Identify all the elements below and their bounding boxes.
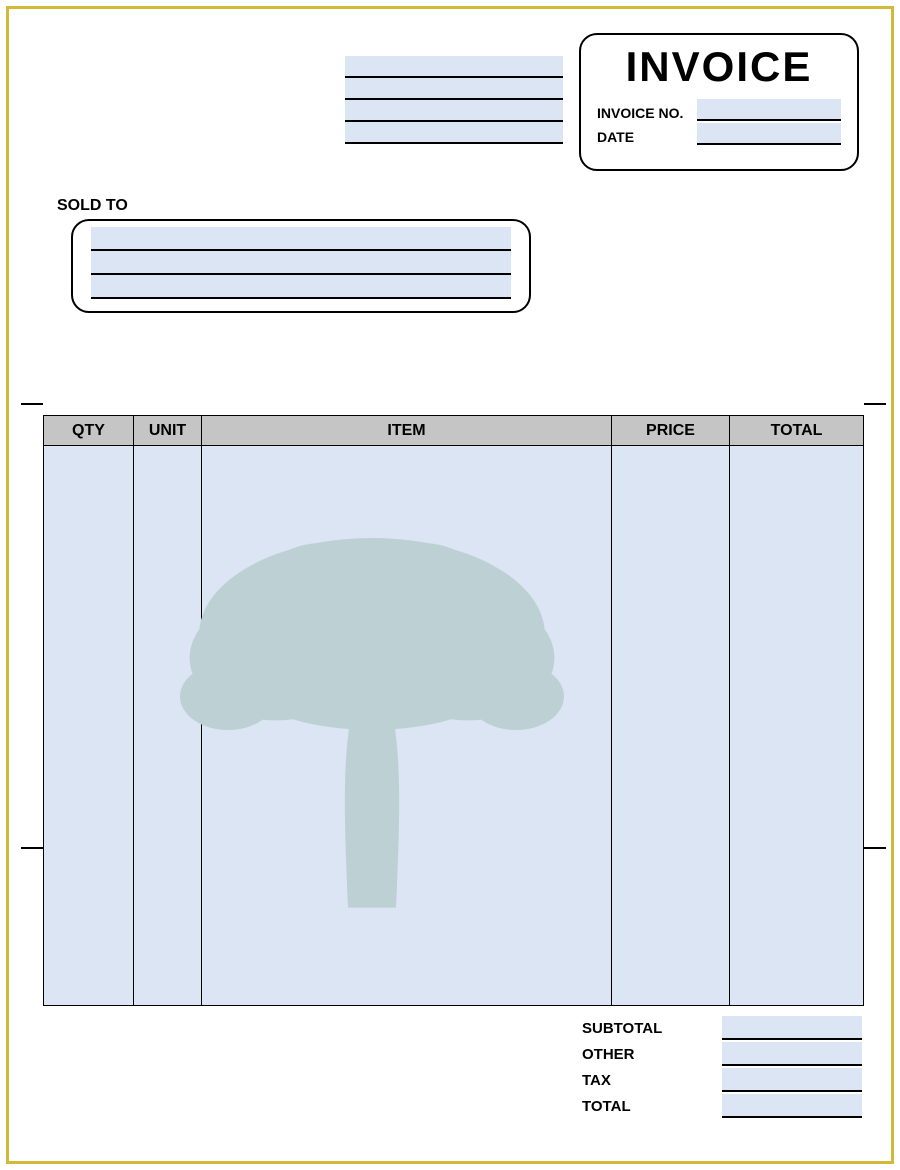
cell-price[interactable] bbox=[612, 446, 730, 1006]
invoice-page-frame: INVOICE INVOICE NO. DATE SOLD TO QTY bbox=[6, 6, 894, 1164]
other-row: OTHER bbox=[582, 1041, 862, 1067]
items-header-row: QTY UNIT ITEM PRICE TOTAL bbox=[44, 416, 864, 446]
sender-line[interactable] bbox=[345, 122, 563, 144]
sold-to-box bbox=[71, 219, 531, 313]
sold-to-label: SOLD TO bbox=[57, 197, 128, 215]
totals-block: SUBTOTAL OTHER TAX TOTAL bbox=[582, 1015, 862, 1119]
subtotal-label: SUBTOTAL bbox=[582, 1020, 722, 1037]
invoice-number-field[interactable] bbox=[697, 99, 841, 121]
sold-to-line[interactable] bbox=[91, 251, 511, 275]
cell-qty[interactable] bbox=[44, 446, 134, 1006]
sender-line[interactable] bbox=[345, 78, 563, 100]
sold-to-line[interactable] bbox=[91, 227, 511, 251]
invoice-date-row: DATE bbox=[597, 121, 841, 145]
invoice-header-box: INVOICE INVOICE NO. DATE bbox=[579, 33, 859, 171]
items-table: QTY UNIT ITEM PRICE TOTAL bbox=[43, 415, 864, 1006]
crop-mark bbox=[864, 403, 886, 405]
col-header-qty: QTY bbox=[44, 416, 134, 446]
subtotal-field[interactable] bbox=[722, 1016, 862, 1040]
invoice-date-field[interactable] bbox=[697, 123, 841, 145]
invoice-date-label: DATE bbox=[597, 129, 697, 145]
col-header-item: ITEM bbox=[202, 416, 612, 446]
total-field[interactable] bbox=[722, 1094, 862, 1118]
sold-to-line[interactable] bbox=[91, 275, 511, 299]
col-header-price: PRICE bbox=[612, 416, 730, 446]
subtotal-row: SUBTOTAL bbox=[582, 1015, 862, 1041]
tax-row: TAX bbox=[582, 1067, 862, 1093]
total-row: TOTAL bbox=[582, 1093, 862, 1119]
other-field[interactable] bbox=[722, 1042, 862, 1066]
tax-label: TAX bbox=[582, 1072, 722, 1089]
cell-total[interactable] bbox=[730, 446, 864, 1006]
col-header-unit: UNIT bbox=[134, 416, 202, 446]
tax-field[interactable] bbox=[722, 1068, 862, 1092]
items-body-row bbox=[44, 446, 864, 1006]
cell-item[interactable] bbox=[202, 446, 612, 1006]
total-label: TOTAL bbox=[582, 1098, 722, 1115]
sender-line[interactable] bbox=[345, 100, 563, 122]
sender-address-block bbox=[345, 56, 563, 144]
invoice-number-row: INVOICE NO. bbox=[597, 97, 841, 121]
invoice-title: INVOICE bbox=[597, 43, 841, 91]
sender-line[interactable] bbox=[345, 56, 563, 78]
cell-unit[interactable] bbox=[134, 446, 202, 1006]
crop-mark bbox=[864, 847, 886, 849]
items-table-wrap: QTY UNIT ITEM PRICE TOTAL bbox=[43, 415, 863, 1006]
tree-watermark-icon bbox=[132, 466, 612, 946]
other-label: OTHER bbox=[582, 1046, 722, 1063]
invoice-number-label: INVOICE NO. bbox=[597, 105, 697, 121]
crop-mark bbox=[21, 847, 43, 849]
col-header-total: TOTAL bbox=[730, 416, 864, 446]
crop-mark bbox=[21, 403, 43, 405]
